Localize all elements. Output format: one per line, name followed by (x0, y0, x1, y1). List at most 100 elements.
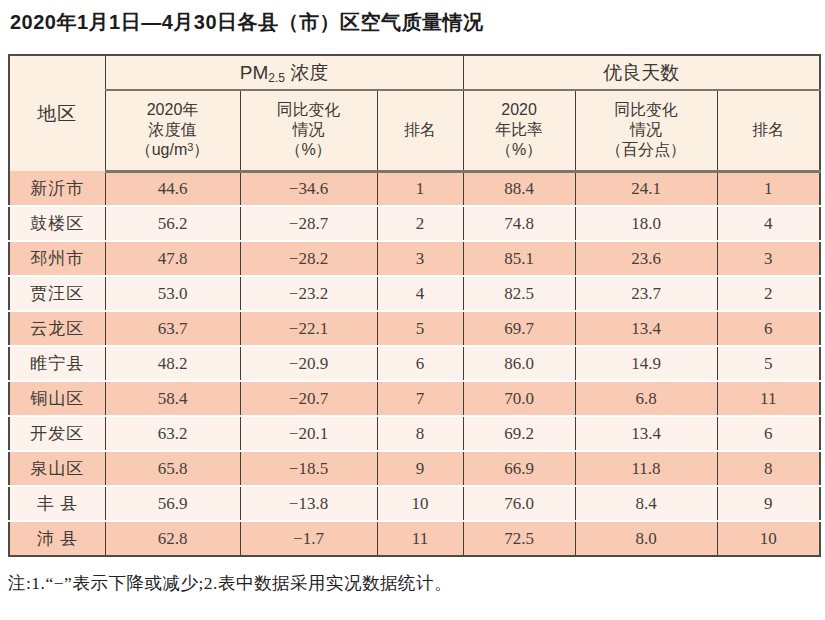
pm-rank-cell: 6 (377, 346, 463, 381)
gd-rank-cell: 1 (717, 171, 820, 206)
pm-value-cell: 62.8 (105, 521, 240, 556)
pm-value-cell: 56.2 (105, 206, 240, 241)
pm-change-cell: −34.6 (240, 171, 377, 206)
pm-change-cell: −20.7 (240, 381, 377, 416)
header-pm-change-line2: 情况 (241, 120, 377, 140)
header-pm-change-unit: （%） (241, 140, 377, 160)
gd-ratio-cell: 88.4 (463, 171, 575, 206)
region-cell: 开发区 (9, 416, 105, 451)
table-row: 鼓楼区 56.2 −28.7 2 74.8 18.0 4 (9, 206, 820, 241)
pm-change-cell: −1.7 (240, 521, 377, 556)
header-gd-change: 同比变化 情况 （百分点） (575, 90, 717, 171)
pm-value-cell: 63.2 (105, 416, 240, 451)
gd-change-cell: 13.4 (575, 416, 717, 451)
pm-value-cell: 44.6 (105, 171, 240, 206)
pm-change-cell: −22.1 (240, 311, 377, 346)
pm-rank-cell: 8 (377, 416, 463, 451)
region-cell: 沛 县 (9, 521, 105, 556)
page-title: 2020年1月1日—4月30日各县（市）区空气质量情况 (10, 9, 825, 35)
pm-change-cell: −28.7 (240, 206, 377, 241)
table-row: 沛 县 62.8 −1.7 11 72.5 8.0 10 (9, 521, 820, 556)
header-pm-change: 同比变化 情况 （%） (240, 90, 377, 171)
gd-ratio-cell: 76.0 (463, 486, 575, 521)
pm25-label-suffix: 浓度 (285, 62, 328, 83)
region-cell: 鼓楼区 (9, 206, 105, 241)
gd-rank-cell: 6 (717, 311, 820, 346)
table-row: 泉山区 65.8 −18.5 9 66.9 11.8 8 (9, 451, 820, 486)
gd-change-cell: 13.4 (575, 311, 717, 346)
table-row: 睢宁县 48.2 −20.9 6 86.0 14.9 5 (9, 346, 820, 381)
pm-value-cell: 47.8 (105, 241, 240, 276)
region-cell: 丰 县 (9, 486, 105, 521)
gd-ratio-cell: 69.2 (463, 416, 575, 451)
gd-rank-cell: 10 (717, 521, 820, 556)
air-quality-table: 地区 PM2.5 浓度 优良天数 2020年 浓度值 （ug/m3） 同比变化 … (8, 54, 821, 557)
gd-change-cell: 18.0 (575, 206, 717, 241)
gd-change-cell: 6.8 (575, 381, 717, 416)
pm-value-cell: 63.7 (105, 311, 240, 346)
header-gd-ratio-line1: 2020 (464, 100, 575, 120)
gd-ratio-cell: 74.8 (463, 206, 575, 241)
gd-rank-cell: 5 (717, 346, 820, 381)
pm-value-cell: 65.8 (105, 451, 240, 486)
gd-ratio-cell: 66.9 (463, 451, 575, 486)
pm-change-cell: −20.1 (240, 416, 377, 451)
table-row: 新沂市 44.6 −34.6 1 88.4 24.1 1 (9, 171, 820, 206)
pm-rank-cell: 3 (377, 241, 463, 276)
gd-rank-cell: 3 (717, 241, 820, 276)
table-row: 邳州市 47.8 −28.2 3 85.1 23.6 3 (9, 241, 820, 276)
table-row: 开发区 63.2 −20.1 8 69.2 13.4 6 (9, 416, 820, 451)
gd-ratio-cell: 70.0 (463, 381, 575, 416)
region-cell: 贾汪区 (9, 276, 105, 311)
gd-ratio-cell: 85.1 (463, 241, 575, 276)
region-cell: 新沂市 (9, 171, 105, 206)
header-pm-value-unit: （ug/m3） (106, 140, 240, 160)
footnote: 注:1.“−”表示下降或减少;2.表中数据采用实况数据统计。 (8, 571, 825, 595)
gd-rank-cell: 9 (717, 486, 820, 521)
table-row: 云龙区 63.7 −22.1 5 69.7 13.4 6 (9, 311, 820, 346)
gd-rank-cell: 8 (717, 451, 820, 486)
region-cell: 泉山区 (9, 451, 105, 486)
pm-rank-cell: 1 (377, 171, 463, 206)
header-gd-ratio-line2: 年比率 (464, 120, 575, 140)
region-cell: 云龙区 (9, 311, 105, 346)
header-gd-change-line2: 情况 (576, 120, 717, 140)
pm-rank-cell: 7 (377, 381, 463, 416)
table-header: 地区 PM2.5 浓度 优良天数 2020年 浓度值 （ug/m3） 同比变化 … (9, 55, 820, 171)
header-good-days-group: 优良天数 (463, 55, 820, 90)
header-pm25-group: PM2.5 浓度 (105, 55, 463, 90)
pm-rank-cell: 9 (377, 451, 463, 486)
header-gd-change-line1: 同比变化 (576, 100, 717, 120)
header-pm-value-line2: 浓度值 (106, 120, 240, 140)
gd-change-cell: 23.7 (575, 276, 717, 311)
pm25-label: PM (240, 62, 269, 83)
region-cell: 睢宁县 (9, 346, 105, 381)
pm-value-cell: 48.2 (105, 346, 240, 381)
table-row: 丰 县 56.9 −13.8 10 76.0 8.4 9 (9, 486, 820, 521)
pm-rank-cell: 5 (377, 311, 463, 346)
header-region: 地区 (9, 55, 105, 171)
gd-ratio-cell: 69.7 (463, 311, 575, 346)
pm-change-cell: −28.2 (240, 241, 377, 276)
pm-value-cell: 56.9 (105, 486, 240, 521)
header-gd-rank: 排名 (717, 90, 820, 171)
pm-rank-cell: 10 (377, 486, 463, 521)
header-pm-change-line1: 同比变化 (241, 100, 377, 120)
gd-change-cell: 14.9 (575, 346, 717, 381)
table-body: 新沂市 44.6 −34.6 1 88.4 24.1 1 鼓楼区 56.2 −2… (9, 171, 820, 556)
gd-ratio-cell: 86.0 (463, 346, 575, 381)
gd-change-cell: 11.8 (575, 451, 717, 486)
header-pm-value: 2020年 浓度值 （ug/m3） (105, 90, 240, 171)
table-row: 贾汪区 53.0 −23.2 4 82.5 23.7 2 (9, 276, 820, 311)
table-row: 铜山区 58.4 −20.7 7 70.0 6.8 11 (9, 381, 820, 416)
gd-change-cell: 24.1 (575, 171, 717, 206)
pm-change-cell: −20.9 (240, 346, 377, 381)
unit-prefix: （ug/m (136, 141, 188, 158)
pm-rank-cell: 2 (377, 206, 463, 241)
pm-rank-cell: 11 (377, 521, 463, 556)
page: 2020年1月1日—4月30日各县（市）区空气质量情况 地区 PM2.5 浓度 … (0, 0, 825, 620)
gd-rank-cell: 11 (717, 381, 820, 416)
gd-change-cell: 23.6 (575, 241, 717, 276)
gd-change-cell: 8.4 (575, 486, 717, 521)
gd-ratio-cell: 72.5 (463, 521, 575, 556)
